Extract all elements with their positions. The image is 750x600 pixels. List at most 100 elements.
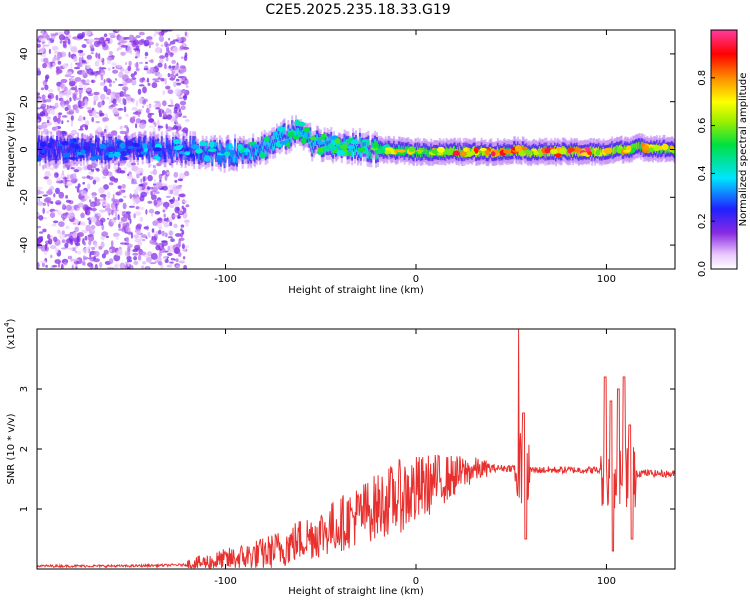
ridge-blob xyxy=(224,151,231,157)
noise-speckle xyxy=(85,65,90,70)
noise-speckle xyxy=(37,98,43,104)
noise-speckle xyxy=(86,54,93,60)
noise-speckle xyxy=(58,34,66,41)
noise-speckle xyxy=(171,59,177,64)
noise-speckle xyxy=(105,235,110,239)
ridge-blob xyxy=(113,151,121,157)
noise-speckle xyxy=(90,224,96,230)
noise-speckle xyxy=(166,195,171,198)
noise-speckle xyxy=(110,240,114,248)
noise-speckle xyxy=(103,85,108,93)
noise-speckle xyxy=(42,45,45,52)
ridge-core xyxy=(193,153,196,161)
noise-speckle xyxy=(131,79,137,86)
noise-speckle xyxy=(95,127,103,133)
noise-speckle xyxy=(165,56,169,62)
noise-speckle xyxy=(74,250,78,254)
ridge-blob xyxy=(669,145,675,150)
noise-speckle xyxy=(183,55,188,62)
noise-speckle xyxy=(135,123,138,129)
noise-speckle xyxy=(40,260,47,264)
noise-speckle xyxy=(120,51,126,56)
noise-speckle xyxy=(135,201,139,205)
noise-speckle xyxy=(91,79,94,83)
noise-speckle xyxy=(43,57,49,63)
noise-speckle xyxy=(108,32,116,36)
noise-speckle xyxy=(126,161,133,168)
noise-speckle xyxy=(47,188,53,196)
ridge-core xyxy=(62,153,65,161)
noise-speckle xyxy=(75,242,81,247)
ridge-blob xyxy=(138,154,144,158)
noise-speckle xyxy=(78,128,84,131)
noise-speckle xyxy=(48,48,52,55)
ridge-blob xyxy=(263,136,270,142)
noise-speckle xyxy=(93,40,101,48)
noise-speckle xyxy=(161,231,167,237)
ridge-core xyxy=(192,139,195,147)
noise-speckle xyxy=(175,264,181,268)
noise-speckle xyxy=(162,221,168,225)
noise-speckle xyxy=(183,264,187,269)
noise-speckle xyxy=(83,86,86,91)
noise-speckle xyxy=(153,104,158,108)
noise-speckle xyxy=(82,124,87,128)
noise-speckle xyxy=(97,53,101,60)
noise-speckle xyxy=(150,59,154,64)
snr-y-multiplier-base: (x10 xyxy=(6,327,17,350)
noise-speckle xyxy=(185,85,189,88)
noise-speckle xyxy=(176,33,180,38)
noise-speckle xyxy=(79,92,82,99)
noise-speckle xyxy=(113,217,117,221)
noise-speckle xyxy=(173,223,178,229)
noise-speckle xyxy=(145,61,148,64)
ridge-blob xyxy=(258,152,266,159)
noise-speckle xyxy=(52,210,58,213)
noise-speckle xyxy=(99,66,102,73)
noise-speckle xyxy=(119,170,126,174)
noise-speckle xyxy=(100,72,106,75)
y-tick-label: 40 xyxy=(19,48,30,61)
noise-speckle xyxy=(126,211,131,215)
noise-speckle xyxy=(123,167,128,172)
noise-speckle xyxy=(114,112,120,115)
ridge-blob xyxy=(523,149,532,155)
noise-speckle xyxy=(42,63,47,69)
noise-speckle xyxy=(70,46,78,53)
noise-speckle xyxy=(164,41,169,48)
ridge-blob xyxy=(74,143,80,150)
noise-speckle xyxy=(48,238,53,245)
noise-speckle xyxy=(57,60,62,65)
noise-speckle xyxy=(77,183,81,188)
noise-speckle xyxy=(172,39,179,42)
noise-speckle xyxy=(41,99,47,103)
noise-speckle xyxy=(74,85,78,91)
noise-speckle xyxy=(148,41,155,46)
ridge-blob xyxy=(119,142,126,149)
ridge-blob xyxy=(375,148,384,155)
noise-speckle xyxy=(120,40,128,44)
noise-speckle xyxy=(92,71,99,74)
noise-speckle xyxy=(65,233,73,237)
noise-speckle xyxy=(147,82,151,86)
noise-speckle xyxy=(180,67,185,74)
ridge-blob xyxy=(485,149,491,156)
noise-speckle xyxy=(87,164,93,171)
noise-speckle xyxy=(142,176,146,183)
noise-speckle xyxy=(74,97,81,101)
noise-speckle xyxy=(138,31,145,36)
noise-speckle xyxy=(131,77,137,80)
noise-speckle xyxy=(162,206,166,210)
noise-speckle xyxy=(51,45,59,51)
noise-speckle xyxy=(144,51,149,57)
noise-speckle xyxy=(167,89,174,94)
noise-speckle xyxy=(37,189,41,195)
noise-speckle xyxy=(157,77,161,80)
ridge-blob xyxy=(173,139,181,145)
noise-speckle xyxy=(42,207,45,214)
noise-speckle xyxy=(169,40,176,45)
noise-speckle xyxy=(169,230,173,236)
noise-speckle xyxy=(102,41,106,48)
noise-speckle xyxy=(184,79,189,85)
